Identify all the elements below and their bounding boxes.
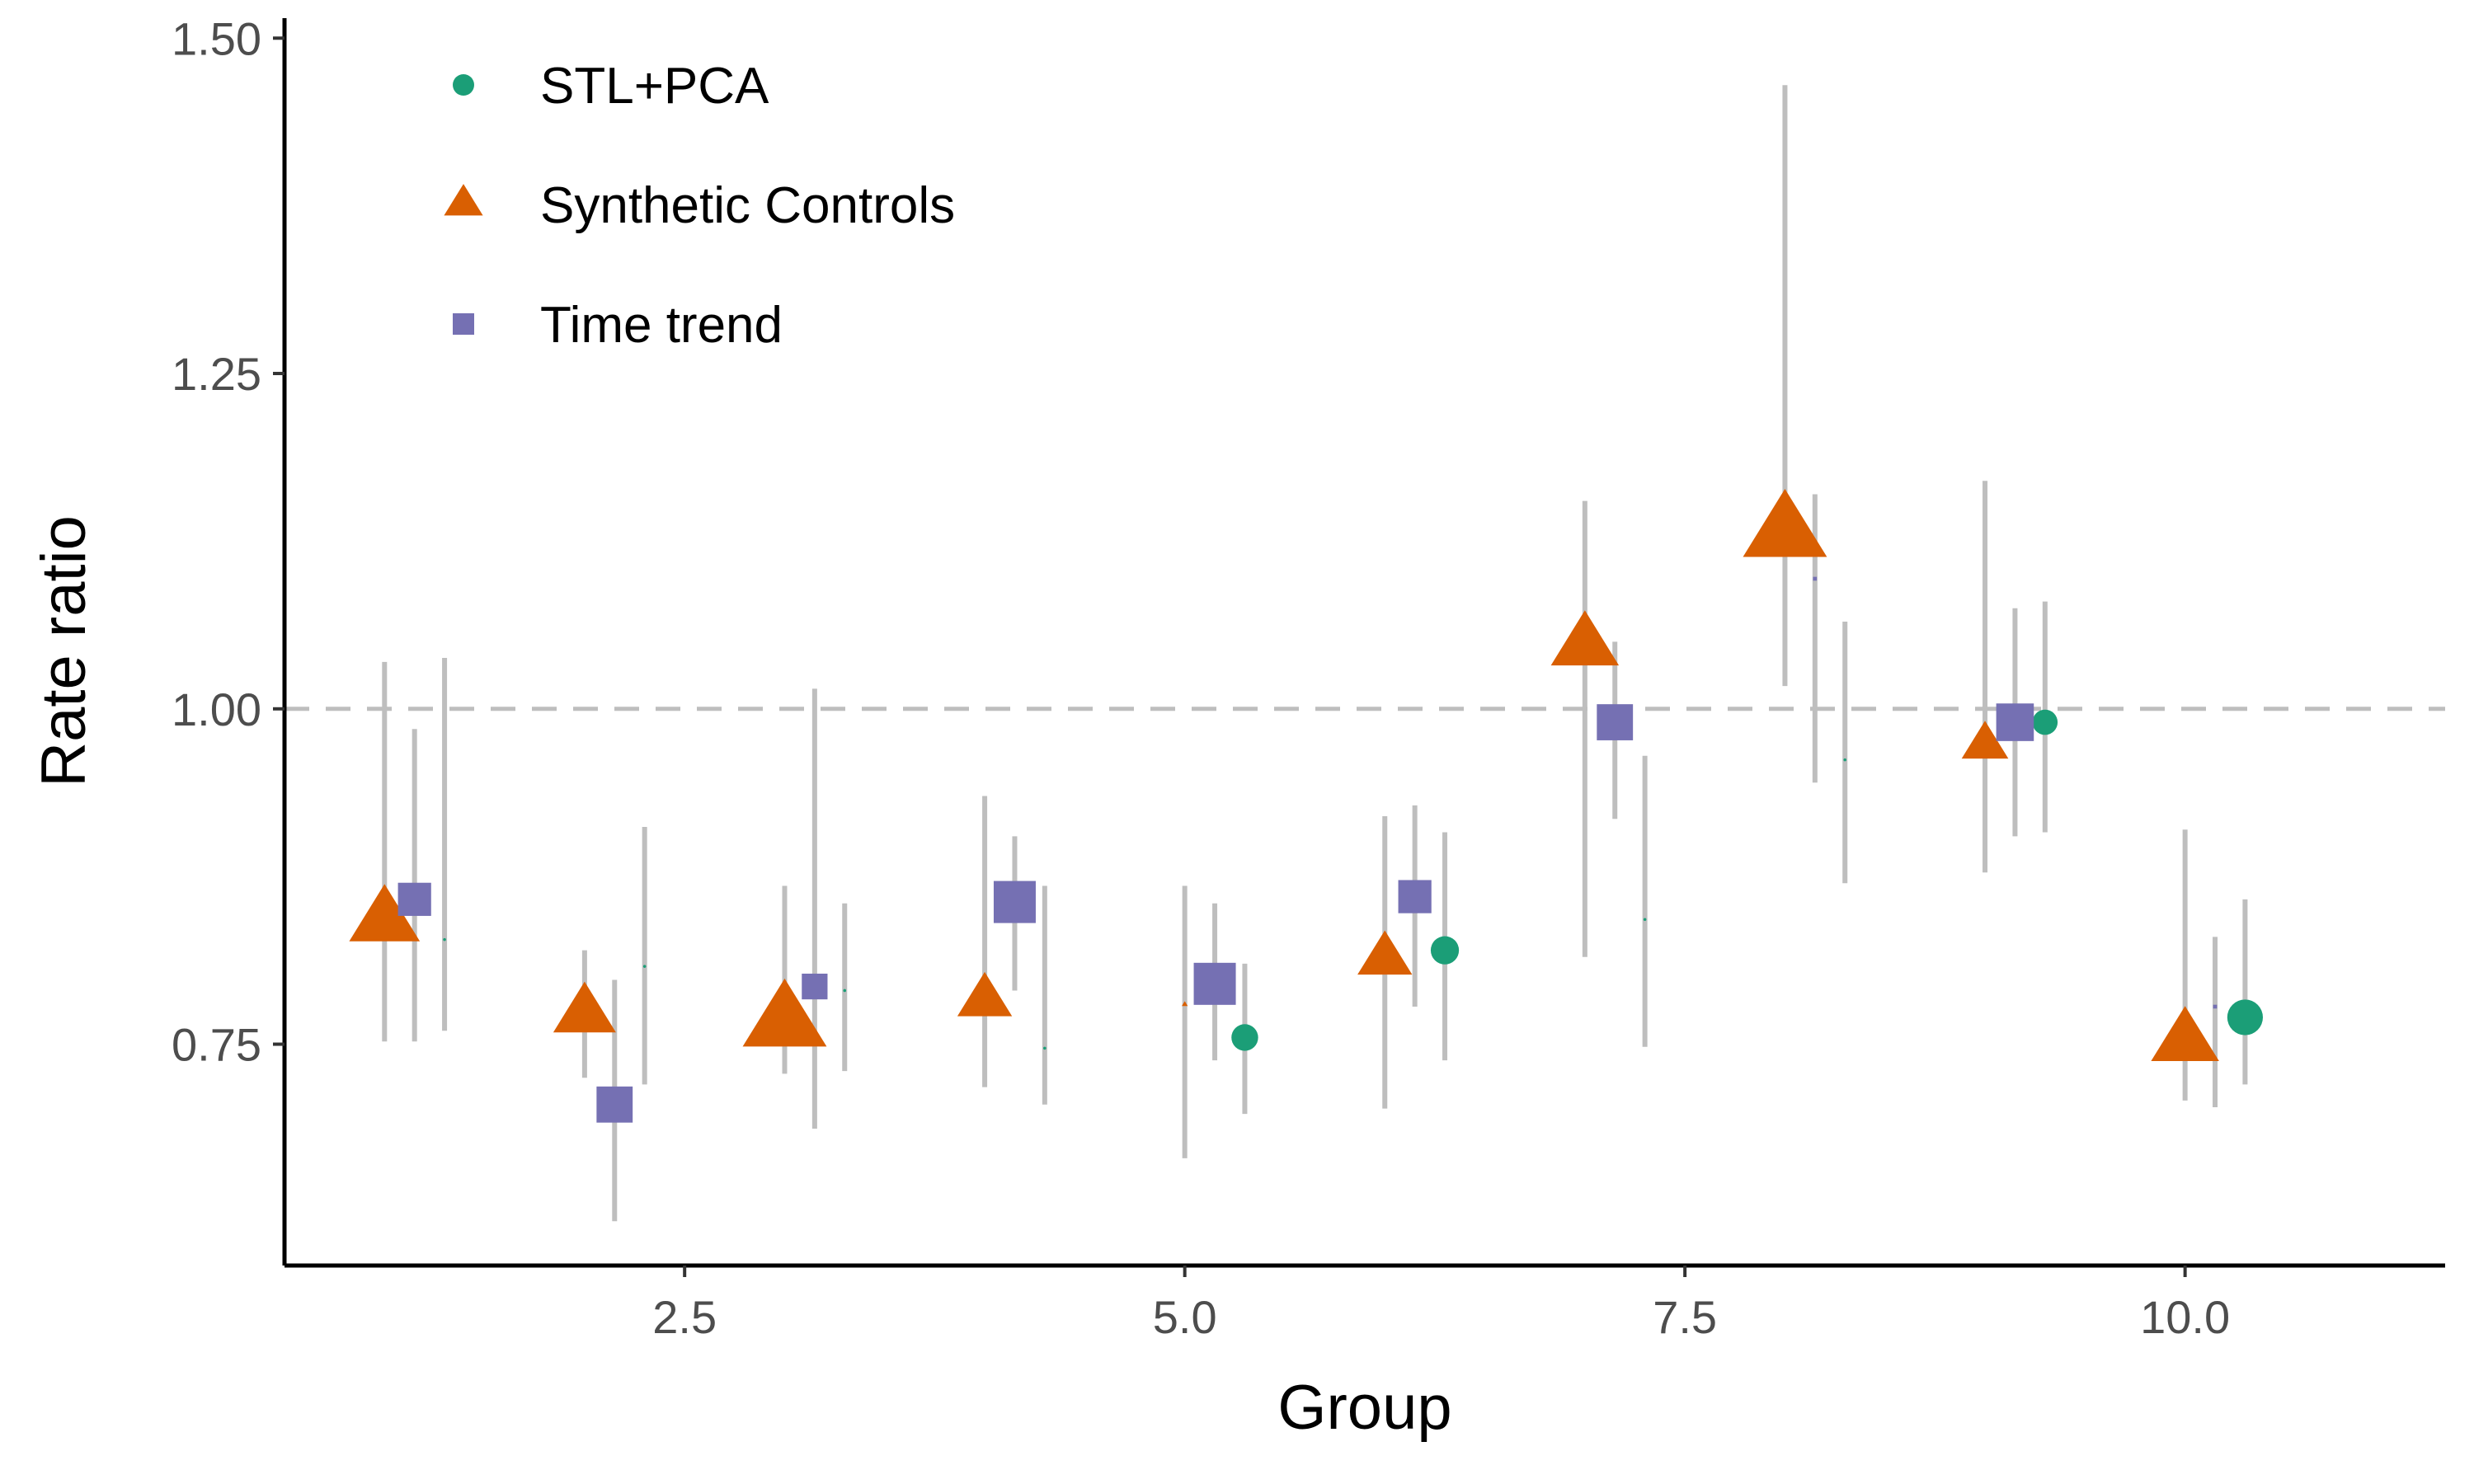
legend-label-time-trend: Time trend xyxy=(540,297,783,354)
point-synthetic-controls xyxy=(1743,488,1827,557)
legend-key-synthetic-controls xyxy=(444,184,483,216)
x-tick-label: 10.0 xyxy=(2140,1291,2230,1343)
point-stl-pca xyxy=(1643,918,1647,922)
point-stl-pca xyxy=(642,965,647,968)
point-time-trend xyxy=(596,1086,633,1123)
x-tick-label: 7.5 xyxy=(1653,1291,1717,1343)
y-axis-title: Rate ratio xyxy=(29,515,99,787)
point-stl-pca xyxy=(1043,1046,1047,1050)
legend-label-synthetic-controls: Synthetic Controls xyxy=(540,177,955,234)
point-time-trend xyxy=(1813,576,1818,581)
point-synthetic-controls xyxy=(742,978,827,1047)
point-time-trend xyxy=(1597,704,1634,740)
point-time-trend xyxy=(397,882,431,916)
point-stl-pca xyxy=(2032,709,2058,735)
x-tick-label: 2.5 xyxy=(652,1291,717,1343)
point-time-trend xyxy=(2213,1004,2218,1009)
legend-key-time-trend xyxy=(453,313,474,335)
point-synthetic-controls xyxy=(2151,1006,2219,1062)
point-stl-pca xyxy=(2227,999,2264,1036)
point-synthetic-controls xyxy=(1961,721,2009,759)
legend-key-stl-pca xyxy=(453,74,474,96)
point-time-trend xyxy=(1193,962,1236,1005)
point-time-trend xyxy=(1398,880,1432,913)
error-bar-layer xyxy=(382,85,2248,1222)
point-time-trend xyxy=(802,973,828,1000)
point-synthetic-controls xyxy=(957,971,1013,1017)
y-tick-label: 1.25 xyxy=(172,348,261,400)
point-stl-pca xyxy=(1430,936,1460,965)
y-tick-label: 1.00 xyxy=(172,683,261,735)
x-axis-title: Group xyxy=(1277,1373,1451,1443)
point-synthetic-controls xyxy=(1357,930,1413,975)
point-stl-pca xyxy=(1843,758,1847,762)
y-tick-label: 1.50 xyxy=(172,12,261,64)
axes: 0.75 1.00 1.25 1.50 2.5 5.0 7.5 10.0 xyxy=(172,12,2445,1343)
point-time-trend xyxy=(993,881,1036,923)
point-stl-pca xyxy=(443,937,446,942)
y-tick-label: 0.75 xyxy=(172,1019,261,1071)
point-stl-pca xyxy=(843,989,847,993)
legend: STL+PCA Synthetic Controls Time trend xyxy=(444,58,955,354)
point-synthetic-controls xyxy=(1182,1001,1188,1007)
point-synthetic-controls xyxy=(1550,610,1620,666)
point-synthetic-controls xyxy=(553,981,616,1033)
point-stl-pca xyxy=(1231,1024,1258,1051)
x-tick-label: 5.0 xyxy=(1153,1291,1217,1343)
point-layer xyxy=(349,488,2264,1123)
point-time-trend xyxy=(1996,703,2034,741)
legend-label-stl-pca: STL+PCA xyxy=(540,58,769,115)
point-synthetic-controls xyxy=(349,884,421,942)
